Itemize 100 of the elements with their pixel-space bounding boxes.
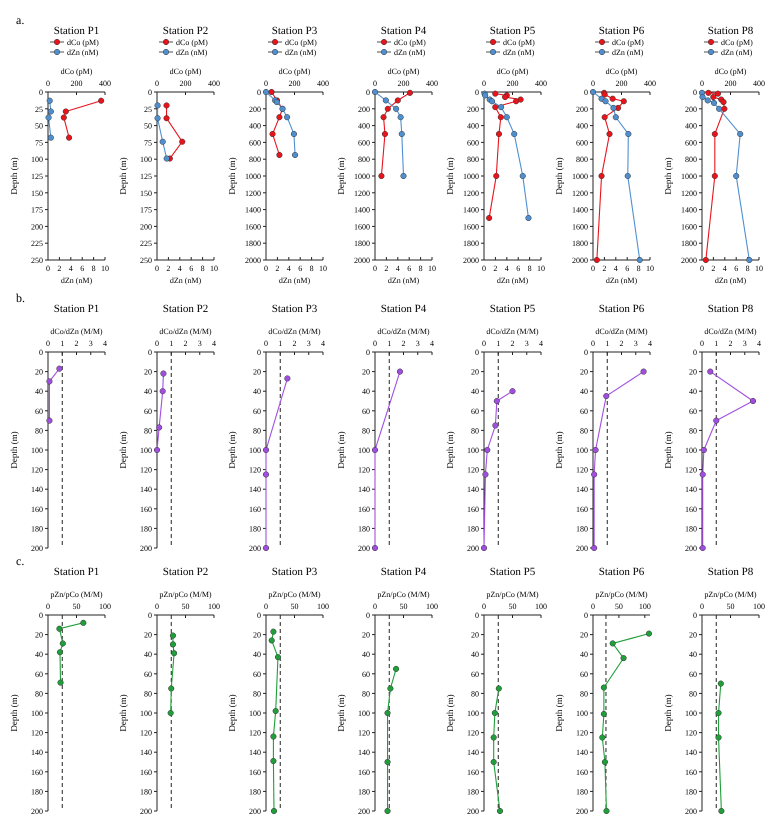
y-tick-label: 180: [31, 524, 43, 534]
x-tick-label: 50: [72, 602, 80, 611]
y-tick-label: 80: [35, 689, 43, 698]
point: [48, 108, 54, 115]
y-tick-label: 0: [257, 611, 261, 620]
y-tick-label: 800: [358, 155, 370, 164]
x-tick-label: 3: [524, 339, 529, 348]
x-tick-label: 2: [728, 339, 732, 348]
y-tick-label: 0: [475, 348, 479, 357]
point: [170, 632, 176, 639]
y-tick-label: 600: [358, 138, 370, 148]
y-tick-label: 1800: [681, 239, 697, 248]
y-tick-label: 80: [362, 426, 370, 436]
point: [484, 446, 490, 454]
y-tick-label: 120: [31, 466, 43, 475]
x-tick-label: 4: [396, 264, 400, 273]
y-tick-label: 120: [249, 728, 261, 738]
y-axis-title: Depth (m): [118, 431, 128, 469]
point: [262, 446, 270, 454]
x-tick-label: 0: [700, 339, 704, 348]
y-tick-label: 180: [249, 524, 261, 534]
y-tick-label: 200: [31, 222, 43, 232]
y-tick-label: 80: [144, 689, 152, 698]
x-axis-title: pZn/pCo (M/M): [377, 590, 430, 599]
y-tick-label: 80: [144, 426, 152, 436]
x-tick-label: 10: [101, 264, 109, 273]
x2-tick-label: 0: [264, 79, 268, 88]
y-tick-label: 140: [576, 485, 588, 494]
x2-tick-label: 0: [700, 79, 704, 88]
y-tick-label: 20: [144, 630, 152, 640]
point: [393, 666, 400, 672]
y-tick-label: 800: [467, 155, 479, 164]
x-tick-label: 6: [298, 264, 302, 273]
y-tick-label: 225: [31, 239, 43, 248]
y-tick-label: 60: [253, 406, 261, 416]
y-tick-label: 50: [144, 122, 152, 131]
point: [713, 418, 720, 424]
y-tick-label: 1800: [572, 239, 588, 248]
x2-tick-label: 400: [426, 79, 438, 88]
chart-title: Station P4: [380, 566, 427, 578]
y-tick-label: 0: [148, 611, 152, 620]
point: [591, 544, 598, 552]
y-tick-label: 800: [249, 155, 261, 164]
x-axis-title: dZn (nM): [60, 276, 92, 285]
x-tick-label: 0: [591, 602, 595, 611]
y-tick-label: 200: [467, 544, 479, 553]
x2-tick-label: 400: [208, 79, 220, 88]
x2-tick-label: 400: [317, 79, 329, 88]
point: [750, 398, 756, 404]
y-tick-label: 1000: [681, 172, 697, 181]
point: [715, 710, 722, 716]
y-tick-label: 1400: [354, 206, 370, 215]
x-axis-title: dZn (nM): [714, 276, 746, 285]
point: [384, 710, 391, 716]
x-tick-label: 100: [317, 602, 329, 611]
point: [640, 368, 647, 375]
y-tick-label: 50: [35, 122, 43, 131]
point: [700, 544, 706, 552]
point: [168, 710, 174, 716]
y-tick-label: 1800: [245, 239, 261, 248]
x-tick-label: 4: [539, 339, 543, 348]
y-tick-label: 250: [140, 256, 152, 265]
y-tick-label: 200: [685, 104, 697, 114]
y-axis-title: Depth (m): [9, 694, 19, 732]
y-tick-label: 120: [685, 466, 697, 475]
y-tick-label: 0: [257, 348, 261, 357]
x-tick-label: 10: [428, 264, 436, 273]
x2-tick-label: 0: [591, 79, 595, 88]
x-tick-label: 6: [80, 264, 84, 273]
y-tick-label: 20: [689, 630, 697, 640]
x-tick-label: 4: [212, 339, 216, 348]
point: [599, 734, 606, 741]
y-tick-label: 120: [140, 466, 152, 475]
y-tick-label: 100: [467, 709, 479, 718]
text: b.: [16, 291, 25, 305]
y-tick-label: 20: [580, 630, 588, 640]
chart-title: Station P3: [272, 303, 318, 315]
point: [600, 684, 607, 691]
point: [382, 97, 389, 104]
point: [602, 758, 608, 766]
y-axis-title: Depth (m): [554, 157, 564, 195]
point: [270, 758, 276, 764]
x-tick-label: 1: [60, 339, 64, 348]
y-axis-title: Depth (m): [554, 694, 564, 732]
point: [591, 471, 598, 478]
y-tick-label: 1200: [681, 188, 697, 198]
y-tick-label: 140: [249, 748, 261, 758]
chart-title: Station P6: [598, 25, 645, 37]
point: [492, 422, 498, 429]
x-tick-label: 4: [178, 264, 182, 273]
point: [700, 471, 706, 478]
y-axis-title: Depth (m): [336, 157, 346, 195]
x-tick-label: 4: [648, 339, 652, 348]
x-tick-label: 2: [602, 264, 606, 273]
y-tick-label: 2000: [463, 256, 479, 265]
x-tick-label: 4: [68, 264, 73, 273]
point: [160, 138, 166, 145]
y-tick-label: 80: [35, 426, 43, 436]
y-tick-label: 600: [249, 138, 261, 148]
x-tick-label: 4: [103, 339, 107, 348]
